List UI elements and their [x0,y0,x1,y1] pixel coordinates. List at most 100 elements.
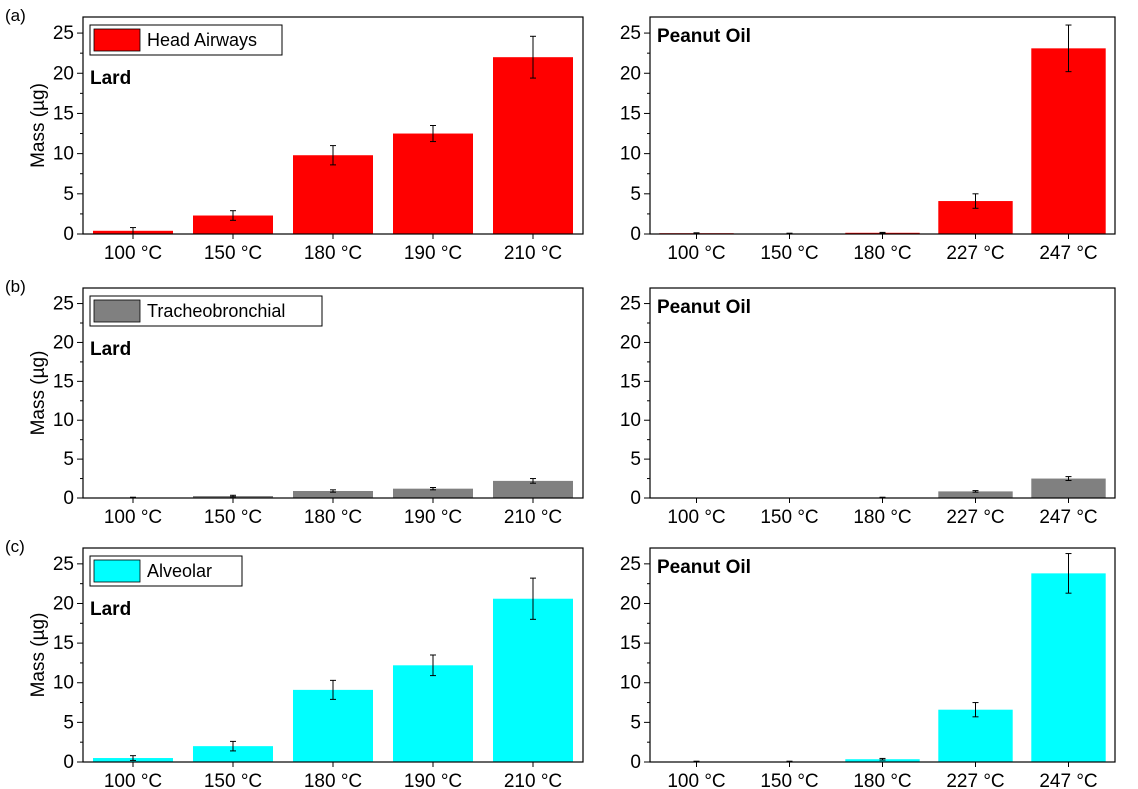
panel-1-oil-label: Lard [90,68,131,89]
panel-6-category-label-5: 247 °C [1039,771,1097,789]
panel-1-bar-3 [293,155,373,234]
panel-3-ytick-label-2: 5 [63,449,74,470]
panel-1-ytick-label-1: 0 [63,224,74,245]
panel-4-ytick-label-4: 15 [620,371,641,392]
panel-4-category-label-4: 227 °C [946,507,1004,528]
panel-6-axes-frame [649,547,1116,763]
panel-5-legend-label: Alveolar [147,561,212,581]
panel-1-ytick-label-6: 25 [53,23,74,44]
panel-6-ytick-label-4: 15 [620,633,641,654]
panel-6-ytick-label-5: 20 [620,593,641,614]
panel-4-category-label-5: 247 °C [1039,507,1097,528]
panel-1-y-axis-label: Mass (µg) [28,83,49,168]
panel-5-category-label-2: 150 °C [204,771,262,789]
panel-3-category-label-4: 190 °C [404,507,462,528]
panel-3-bar-5 [493,480,573,498]
panel-6-category-label-3: 180 °C [853,771,911,789]
panel-6-bar-3 [845,759,920,762]
panel-2-category-label-3: 180 °C [853,243,911,264]
panel-3-y-axis-label: Mass (µg) [28,351,49,436]
panel-1-category-label-5: 210 °C [504,243,562,264]
panel-5-oil-label: Lard [90,599,131,620]
panel-5-y-axis-label: Mass (µg) [28,613,49,698]
panel-3-ytick-label-4: 15 [53,371,74,392]
panel-1-legend-label: Head Airways [147,30,257,50]
panel-2-ytick-label-2: 5 [630,184,641,205]
panel-6-bar-5 [1031,573,1106,762]
panel-4-bar-5 [1031,478,1106,498]
panel-1-axes-frame [82,16,584,235]
panel-2-category-label-1: 100 °C [667,243,725,264]
panel-4-ytick-label-6: 25 [620,294,641,315]
panel-4-ytick-label-5: 20 [620,332,641,353]
panel-1-ytick-label-5: 20 [53,63,74,84]
panel-4-category-label-2: 150 °C [760,507,818,528]
panel-5-ytick-label-6: 25 [53,554,74,575]
panel-3-axes-frame [82,287,584,499]
panel-3-bar-4 [393,488,473,498]
panel-5-bar-5 [493,598,573,762]
panel-3-oil-label: Lard [90,339,131,360]
panel-3-ytick-label-6: 25 [53,294,74,315]
panel-6-category-label-2: 150 °C [760,771,818,789]
panel-2-category-label-5: 247 °C [1039,243,1097,264]
panel-1-legend-swatch [93,28,141,52]
panel-5-panel-tag: (c) [5,537,25,556]
panel-2-axes-frame [649,16,1116,235]
panel-3-legend-swatch [93,299,141,323]
panel-4-bar-4 [938,491,1013,498]
panel-4-category-label-3: 180 °C [853,507,911,528]
panel-4-ytick-label-1: 0 [630,488,641,509]
panel-4-category-label-1: 100 °C [667,507,725,528]
panel-2-oil-label: Peanut Oil [657,26,751,47]
panel-1-ytick-label-3: 10 [53,144,74,165]
panel-3-bar-3 [293,491,373,498]
panel-5-category-label-4: 190 °C [404,771,462,789]
panel-1-category-label-2: 150 °C [204,243,262,264]
panel-3-panel-tag: (b) [5,277,26,296]
panel-3-legend-label: Tracheobronchial [147,301,285,321]
panel-2-bar-5 [1031,48,1106,234]
panel-3-category-label-2: 150 °C [204,507,262,528]
panel-6-bar-4 [938,709,1013,762]
panel-5-bar-2 [193,746,273,762]
panel-2-ytick-label-5: 20 [620,63,641,84]
panel-1-category-label-1: 100 °C [104,243,162,264]
panel-2-category-label-2: 150 °C [760,243,818,264]
panel-2-ytick-label-3: 10 [620,144,641,165]
panel-5-ytick-label-1: 0 [63,752,74,773]
panel-5-bar-3 [293,689,373,762]
panel-4-axes-frame [649,287,1116,499]
panel-6-ytick-label-1: 0 [630,752,641,773]
panel-1-ytick-label-2: 5 [63,184,74,205]
panel-3-ytick-label-3: 10 [53,410,74,431]
panel-3-category-label-1: 100 °C [104,507,162,528]
panel-4-oil-label: Peanut Oil [657,297,751,318]
panel-6-ytick-label-6: 25 [620,554,641,575]
panel-5-ytick-label-2: 5 [63,712,74,733]
panel-5-ytick-label-4: 15 [53,633,74,654]
panel-3-ytick-label-1: 0 [63,488,74,509]
panel-1-panel-tag: (a) [5,6,26,25]
panel-5-axes-frame [82,547,584,763]
panel-2-ytick-label-4: 15 [620,103,641,124]
panel-5-category-label-3: 180 °C [304,771,362,789]
panel-6-ytick-label-2: 5 [630,712,641,733]
panel-1-ytick-label-4: 15 [53,103,74,124]
panel-3-category-label-5: 210 °C [504,507,562,528]
panel-6-oil-label: Peanut Oil [657,557,751,578]
panel-2-ytick-label-1: 0 [630,224,641,245]
panel-5-category-label-5: 210 °C [504,771,562,789]
panel-6-category-label-4: 227 °C [946,771,1004,789]
panel-5-category-label-1: 100 °C [104,771,162,789]
panel-4-ytick-label-3: 10 [620,410,641,431]
panel-6-ytick-label-3: 10 [620,673,641,694]
panel-1-category-label-4: 190 °C [404,243,462,264]
panel-1-category-label-3: 180 °C [304,243,362,264]
panel-1-bar-4 [393,133,473,234]
panel-2-category-label-4: 227 °C [946,243,1004,264]
panel-5-bar-4 [393,665,473,762]
panel-5-ytick-label-3: 10 [53,673,74,694]
